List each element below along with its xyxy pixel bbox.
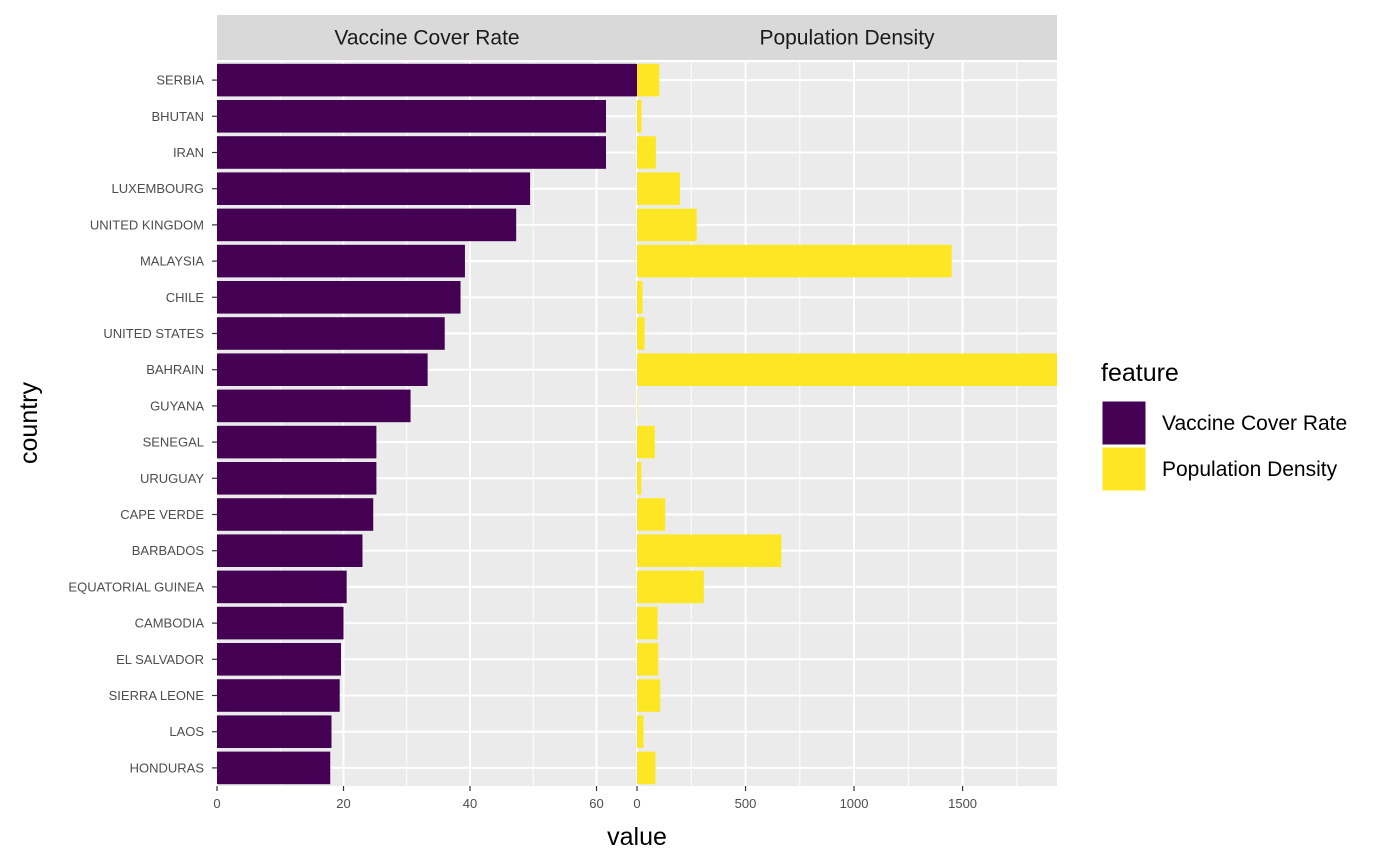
bar <box>217 208 517 242</box>
bar <box>637 751 656 785</box>
bar <box>217 100 607 133</box>
x-tick-label: 40 <box>463 796 477 811</box>
bar <box>637 462 642 495</box>
bar <box>217 606 344 640</box>
x-tick-label: 0 <box>633 796 640 811</box>
y-tick-label: EQUATORIAL GUINEA <box>68 579 204 594</box>
x-tick-label: 20 <box>336 796 350 811</box>
bar <box>637 643 659 676</box>
y-tick-label: CAMBODIA <box>135 616 205 631</box>
legend-swatch <box>1101 400 1147 446</box>
legend-title: feature <box>1101 359 1179 387</box>
legend-swatch <box>1101 446 1147 492</box>
facet-strip <box>637 15 1057 60</box>
bar <box>637 63 660 97</box>
bar <box>217 715 332 748</box>
y-tick-label: LUXEMBOURG <box>112 181 204 196</box>
x-tick-label: 0 <box>213 796 220 811</box>
bar <box>637 172 680 205</box>
x-tick-label: 1000 <box>840 796 869 811</box>
bar <box>217 244 465 278</box>
bar <box>637 534 782 567</box>
y-tick-label: SIERRA LEONE <box>109 688 205 703</box>
y-tick-label: URUGUAY <box>140 471 204 486</box>
bar <box>217 389 411 423</box>
y-tick-label: LAOS <box>169 724 204 739</box>
bar <box>637 679 661 712</box>
y-tick-label: BAHRAIN <box>146 362 204 377</box>
x-tick-label: 1500 <box>948 796 977 811</box>
bar <box>217 172 531 205</box>
y-tick-label: BHUTAN <box>152 109 204 124</box>
y-tick-label: CAPE VERDE <box>120 507 204 522</box>
legend: feature Vaccine Cover Rate Population Den… <box>1101 359 1347 492</box>
x-axis-ticks: 0 20 40 60 0 500 1000 1500 <box>213 786 977 811</box>
bar <box>217 353 428 386</box>
y-axis-labels: SERBIA BHUTAN IRAN LUXEMBOURG UNITED KINGDOM… <box>68 73 217 775</box>
bar <box>637 136 656 169</box>
bar <box>637 425 655 459</box>
bar <box>637 570 704 604</box>
y-tick-label: GUYANA <box>150 398 204 413</box>
y-tick-label: CHILE <box>166 290 205 305</box>
y-tick-label: UNITED KINGDOM <box>90 217 204 232</box>
y-tick-label: HONDURAS <box>130 760 205 775</box>
bar <box>637 317 645 350</box>
facet-strips: Vaccine Cover Rate Population Density <box>217 15 1057 60</box>
legend-label: Population Density <box>1162 458 1338 481</box>
bar <box>217 534 363 567</box>
bar <box>637 100 642 133</box>
bars <box>217 63 1057 785</box>
bar <box>217 317 445 350</box>
bar <box>217 498 374 531</box>
x-tick-label: 500 <box>735 796 757 811</box>
y-tick-label: SERBIA <box>156 73 204 88</box>
panel-background <box>637 62 1057 786</box>
bar <box>217 281 461 314</box>
y-tick-label: IRAN <box>173 145 204 160</box>
x-tick-label: 60 <box>589 796 603 811</box>
bar <box>637 353 1057 386</box>
bar <box>217 462 377 495</box>
bar <box>217 679 340 712</box>
bar <box>637 244 952 278</box>
facet-strip-title: Population Density <box>759 27 935 50</box>
bar <box>217 643 341 676</box>
y-tick-label: MALAYSIA <box>140 254 204 269</box>
x-axis-title: value <box>607 823 667 851</box>
bar <box>637 498 666 531</box>
y-tick-label: EL SALVADOR <box>116 652 204 667</box>
y-axis-title: country <box>15 382 43 464</box>
bar <box>637 208 697 242</box>
legend-items: Vaccine Cover Rate Population Density <box>1101 400 1347 492</box>
y-tick-label: SENEGAL <box>143 435 204 450</box>
bar <box>217 751 331 785</box>
facet-strip-title: Vaccine Cover Rate <box>334 27 519 50</box>
bar <box>637 281 643 314</box>
y-tick-label: BARBADOS <box>132 543 205 558</box>
bar <box>217 425 377 459</box>
bar <box>637 606 658 640</box>
bar <box>217 136 607 169</box>
facet-strip <box>217 15 637 60</box>
bar <box>637 715 644 748</box>
bar <box>217 570 347 604</box>
bar <box>217 63 637 97</box>
legend-label: Vaccine Cover Rate <box>1162 412 1347 435</box>
y-tick-label: UNITED STATES <box>103 326 204 341</box>
